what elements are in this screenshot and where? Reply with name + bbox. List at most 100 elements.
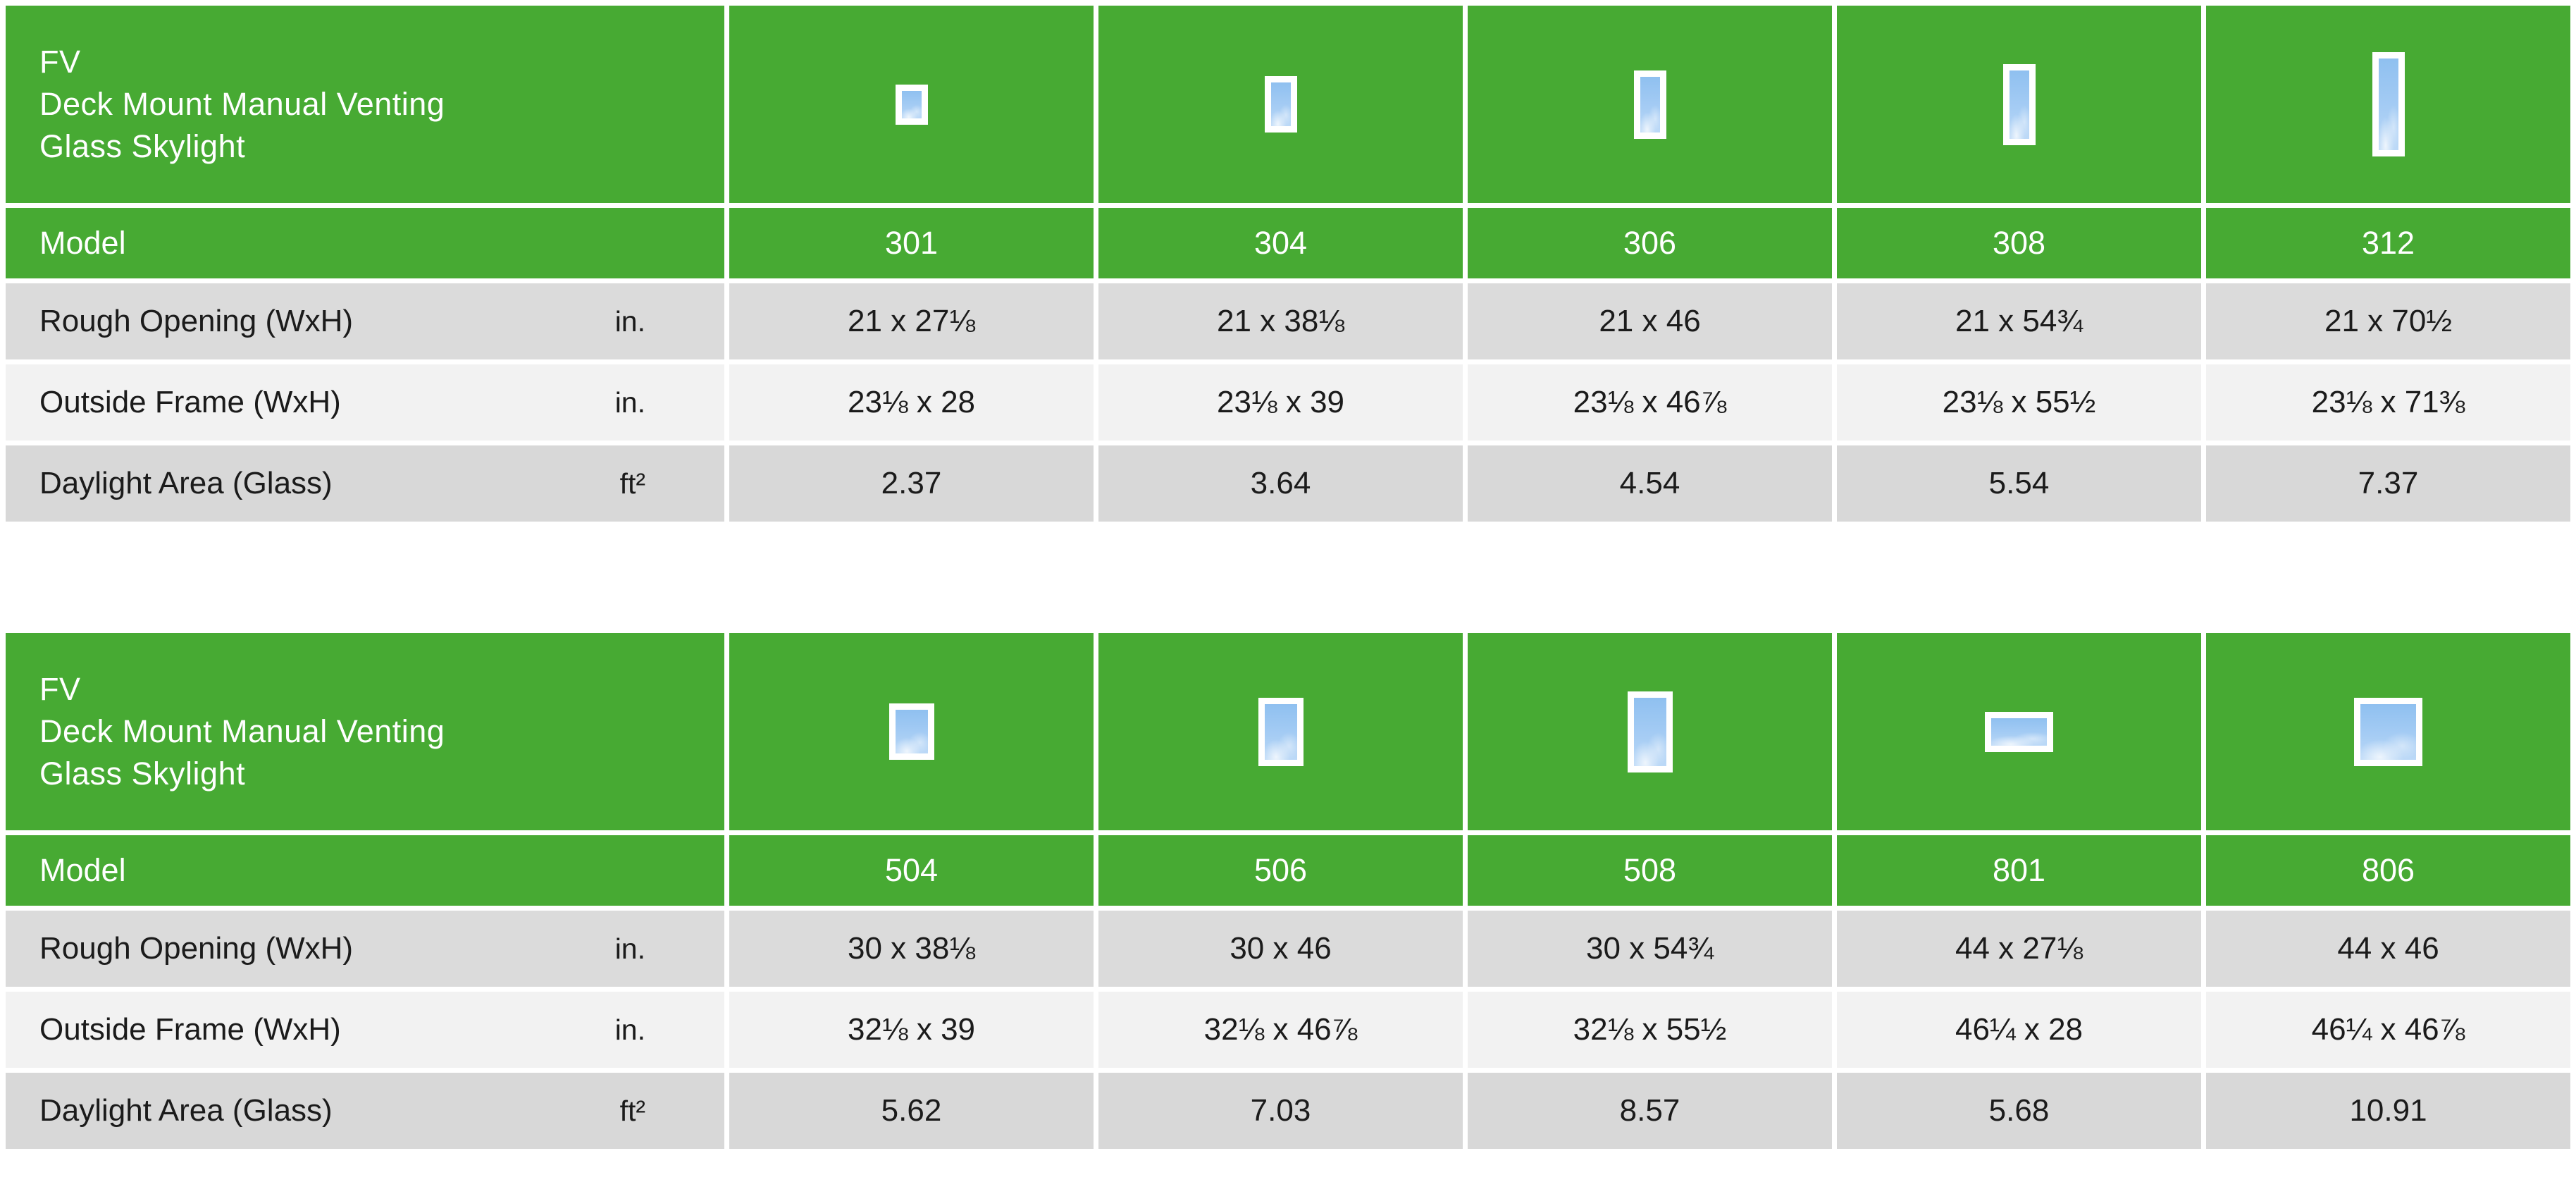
rough-opening-label-cell: Rough Opening (WxH) in. <box>6 911 724 987</box>
daylight-area-label-cell: Daylight Area (Glass) ft² <box>6 445 724 522</box>
daylight-area-value: 7.37 <box>2206 445 2570 522</box>
outside-frame-value: 23⅛ x 39 <box>1098 364 1463 441</box>
outside-frame-value: 23⅛ x 71⅜ <box>2206 364 2570 441</box>
model-number: 308 <box>1837 208 2201 278</box>
skylight-image-cell <box>729 633 1094 830</box>
outside-frame-label-cell: Outside Frame (WxH) in. <box>6 992 724 1068</box>
spec-table-fv-500-800-series: FV Deck Mount Manual Venting Glass Skyli… <box>6 633 2570 1149</box>
outside-frame-value: 23⅛ x 55½ <box>1837 364 2201 441</box>
skylight-image-cell <box>1468 6 1832 203</box>
daylight-area-value: 10.91 <box>2206 1073 2570 1149</box>
model-number: 312 <box>2206 208 2570 278</box>
skylight-image-cell <box>2206 6 2570 203</box>
rough-opening-value: 44 x 27⅛ <box>1837 911 2201 987</box>
rough-opening-value: 30 x 38⅛ <box>729 911 1094 987</box>
row-label: Outside Frame (WxH) <box>39 1012 341 1047</box>
row-unit: in. <box>614 932 645 965</box>
spec-table-fv-300-series: FV Deck Mount Manual Venting Glass Skyli… <box>6 6 2570 522</box>
skylight-506-icon <box>1258 697 1304 766</box>
skylight-308-icon <box>2002 63 2036 145</box>
outside-frame-label-cell: Outside Frame (WxH) in. <box>6 364 724 441</box>
row-label: Daylight Area (Glass) <box>39 1093 333 1128</box>
row-label: Rough Opening (WxH) <box>39 931 354 966</box>
rough-opening-label-cell: Rough Opening (WxH) in. <box>6 283 724 359</box>
outside-frame-value: 46¼ x 46⅞ <box>2206 992 2570 1068</box>
skylight-801-icon <box>1985 711 2053 752</box>
model-number: 806 <box>2206 835 2570 906</box>
rough-opening-value: 21 x 70½ <box>2206 283 2570 359</box>
daylight-area-value: 5.62 <box>729 1073 1094 1149</box>
outside-frame-value: 32⅛ x 55½ <box>1468 992 1832 1068</box>
glass-pane <box>1264 703 1297 760</box>
product-code: FV <box>39 671 81 707</box>
product-name-line: Glass Skylight <box>39 756 246 792</box>
rough-opening-value: 30 x 46 <box>1098 911 1463 987</box>
daylight-area-value: 2.37 <box>729 445 1094 522</box>
skylight-504-icon <box>888 703 934 760</box>
model-number: 508 <box>1468 835 1832 906</box>
skylight-image-cell <box>1837 633 2201 830</box>
outside-frame-value: 32⅛ x 39 <box>729 992 1094 1068</box>
glass-pane <box>1991 718 2047 746</box>
skylight-312-icon <box>2372 52 2405 156</box>
row-unit: in. <box>614 304 645 338</box>
rough-opening-value: 21 x 46 <box>1468 283 1832 359</box>
skylight-image-cell <box>1098 633 1463 830</box>
daylight-area-value: 3.64 <box>1098 445 1463 522</box>
glass-pane <box>1270 82 1291 126</box>
row-unit: in. <box>614 386 645 419</box>
model-row-label: Model <box>6 208 724 278</box>
daylight-area-value: 5.68 <box>1837 1073 2201 1149</box>
glass-pane <box>2378 59 2398 150</box>
row-unit: in. <box>614 1013 645 1046</box>
product-code: FV <box>39 44 81 80</box>
glass-pane <box>1640 76 1660 133</box>
skylight-306-icon <box>1633 70 1666 139</box>
skylight-image-cell <box>1098 6 1463 203</box>
skylight-806-icon <box>2354 697 2422 766</box>
glass-pane <box>901 90 922 118</box>
rough-opening-value: 21 x 38⅛ <box>1098 283 1463 359</box>
model-number: 504 <box>729 835 1094 906</box>
product-title-cell: FV Deck Mount Manual Venting Glass Skyli… <box>6 6 724 203</box>
daylight-area-value: 5.54 <box>1837 445 2201 522</box>
model-number: 301 <box>729 208 1094 278</box>
skylight-image-cell <box>729 6 1094 203</box>
model-number: 306 <box>1468 208 1832 278</box>
model-number: 304 <box>1098 208 1463 278</box>
product-name-line: Glass Skylight <box>39 128 246 164</box>
glass-pane <box>2360 703 2416 760</box>
model-number: 506 <box>1098 835 1463 906</box>
skylight-301-icon <box>895 84 928 125</box>
outside-frame-value: 23⅛ x 46⅞ <box>1468 364 1832 441</box>
skylight-304-icon <box>1264 76 1297 133</box>
product-name-line: Deck Mount Manual Venting <box>39 86 445 122</box>
row-unit: ft² <box>619 467 645 500</box>
product-title-cell: FV Deck Mount Manual Venting Glass Skyli… <box>6 633 724 830</box>
daylight-area-value: 7.03 <box>1098 1073 1463 1149</box>
model-number: 801 <box>1837 835 2201 906</box>
model-row-label: Model <box>6 835 724 906</box>
skylight-508-icon <box>1627 691 1673 772</box>
rough-opening-value: 21 x 54¾ <box>1837 283 2201 359</box>
outside-frame-value: 32⅛ x 46⅞ <box>1098 992 1463 1068</box>
daylight-area-value: 8.57 <box>1468 1073 1832 1149</box>
daylight-area-value: 4.54 <box>1468 445 1832 522</box>
row-label: Outside Frame (WxH) <box>39 385 341 419</box>
glass-pane <box>1633 697 1666 766</box>
rough-opening-value: 21 x 27⅛ <box>729 283 1094 359</box>
rough-opening-value: 44 x 46 <box>2206 911 2570 987</box>
glass-pane <box>895 710 928 753</box>
daylight-area-label-cell: Daylight Area (Glass) ft² <box>6 1073 724 1149</box>
row-label: Daylight Area (Glass) <box>39 466 333 500</box>
skylight-image-cell <box>2206 633 2570 830</box>
outside-frame-value: 23⅛ x 28 <box>729 364 1094 441</box>
row-label: Rough Opening (WxH) <box>39 304 354 338</box>
skylight-image-cell <box>1837 6 2201 203</box>
skylight-image-cell <box>1468 633 1832 830</box>
rough-opening-value: 30 x 54¾ <box>1468 911 1832 987</box>
product-name-line: Deck Mount Manual Venting <box>39 713 445 749</box>
glass-pane <box>2009 70 2029 139</box>
outside-frame-value: 46¼ x 28 <box>1837 992 2201 1068</box>
row-unit: ft² <box>619 1094 645 1127</box>
